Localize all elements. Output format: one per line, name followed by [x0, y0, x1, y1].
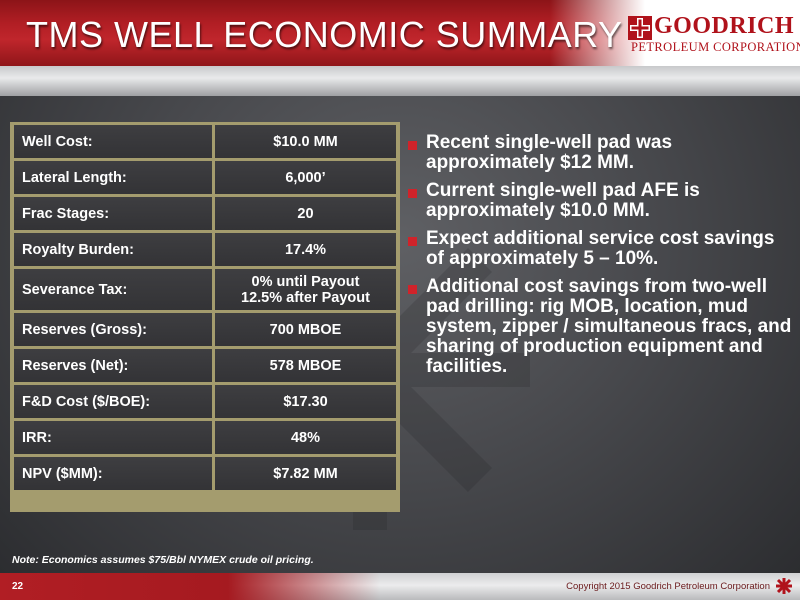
- goodrich-logo-mark-icon: [776, 578, 792, 594]
- page-number: 22: [12, 581, 24, 592]
- goodrich-logo-mark-icon: [628, 16, 652, 40]
- table-row: Well Cost: $10.0 MM: [10, 122, 400, 158]
- row-value: $7.82 MM: [215, 457, 396, 490]
- row-value-line: 12.5% after Payout: [241, 289, 370, 306]
- list-item: Current single-well pad AFE is approxima…: [408, 181, 792, 221]
- row-label: Royalty Burden:: [14, 233, 212, 266]
- table-row: IRR: 48%: [10, 418, 400, 454]
- table-row: Frac Stages: 20: [10, 194, 400, 230]
- table-row: Severance Tax: 0% until Payout 12.5% aft…: [10, 266, 400, 310]
- table-row: F&D Cost ($/BOE): $17.30: [10, 382, 400, 418]
- row-label: F&D Cost ($/BOE):: [14, 385, 212, 418]
- table-row: Royalty Burden: 17.4%: [10, 230, 400, 266]
- row-label: Frac Stages:: [14, 197, 212, 230]
- economics-table: Well Cost: $10.0 MM Lateral Length: 6,00…: [10, 122, 400, 512]
- copyright-text: Copyright 2015 Goodrich Petroleum Corpor…: [566, 581, 770, 592]
- bullet-square-icon: [408, 285, 417, 294]
- header-logo-backdrop: [550, 0, 800, 66]
- table-row: Lateral Length: 6,000’: [10, 158, 400, 194]
- row-label: Reserves (Gross):: [14, 313, 212, 346]
- row-value: 6,000’: [215, 161, 396, 194]
- header-silver-stripe: [0, 66, 800, 96]
- row-value: 48%: [215, 421, 396, 454]
- row-label: Lateral Length:: [14, 161, 212, 194]
- row-label: IRR:: [14, 421, 212, 454]
- logo-name: GOODRICH: [654, 13, 795, 39]
- company-logo: GOODRICH Petroleum Corporation: [628, 13, 800, 58]
- table-row: Reserves (Net): 578 MBOE: [10, 346, 400, 382]
- economics-footnote: Note: Economics assumes $75/Bbl NYMEX cr…: [12, 554, 314, 566]
- row-label: NPV ($MM):: [14, 457, 212, 490]
- footer-red-band: [0, 573, 380, 600]
- bullet-square-icon: [408, 189, 417, 198]
- table-row: NPV ($MM): $7.82 MM: [10, 454, 400, 490]
- row-value: 578 MBOE: [215, 349, 396, 382]
- list-item: Recent single-well pad was approximately…: [408, 133, 792, 173]
- bullet-square-icon: [408, 237, 417, 246]
- bullet-text: Recent single-well pad was approximately…: [426, 132, 673, 173]
- row-label: Severance Tax:: [14, 269, 212, 310]
- row-value: 17.4%: [215, 233, 396, 266]
- table-row: Reserves (Gross): 700 MBOE: [10, 310, 400, 346]
- row-value: 700 MBOE: [215, 313, 396, 346]
- bullet-square-icon: [408, 141, 417, 150]
- list-item: Additional cost savings from two-well pa…: [408, 277, 792, 377]
- bullet-text: Current single-well pad AFE is approxima…: [426, 180, 700, 221]
- bullet-text: Expect additional service cost savings o…: [426, 228, 775, 269]
- row-value: $17.30: [215, 385, 396, 418]
- row-label: Well Cost:: [14, 125, 212, 158]
- logo-subtitle: Petroleum Corporation: [631, 40, 800, 54]
- bullet-list: Recent single-well pad was approximately…: [408, 133, 792, 385]
- row-label: Reserves (Net):: [14, 349, 212, 382]
- list-item: Expect additional service cost savings o…: [408, 229, 792, 269]
- row-value: 20: [215, 197, 396, 230]
- row-value-line: 0% until Payout: [251, 273, 360, 290]
- slide-title: TMS WELL ECONOMIC SUMMARY: [26, 14, 623, 55]
- footer-band: 22 Copyright 2015 Goodrich Petroleum Cor…: [0, 573, 800, 600]
- row-value: 0% until Payout 12.5% after Payout: [215, 269, 396, 310]
- row-value: $10.0 MM: [215, 125, 396, 158]
- bullet-text: Additional cost savings from two-well pa…: [426, 276, 792, 377]
